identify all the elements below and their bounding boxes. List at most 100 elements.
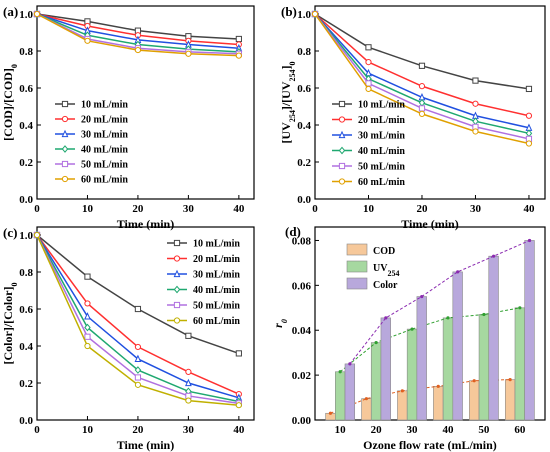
y-tick-label: 0.4 xyxy=(19,120,33,132)
panel-b: 0 10 20 30 40 0.0 0.2 0.4 0.6 0.8 1.0 Time (min) [UV… xyxy=(279,4,545,231)
data-point xyxy=(85,38,90,43)
bar xyxy=(371,343,381,420)
data-point xyxy=(135,344,140,349)
x-tick-label: 40 xyxy=(523,203,535,215)
bar xyxy=(433,386,443,420)
x-tick-label: 30 xyxy=(470,203,482,215)
data-point xyxy=(85,334,90,339)
y-tick-label: 1.0 xyxy=(19,230,33,242)
series-line xyxy=(315,14,529,89)
data-point xyxy=(384,316,387,319)
bar xyxy=(453,272,463,420)
bar xyxy=(443,318,453,420)
data-point xyxy=(85,343,90,348)
x-tick-label: 20 xyxy=(416,203,428,215)
data-point xyxy=(365,397,368,400)
legend-label: 60 mL/min xyxy=(358,177,405,188)
y-tick-label: 0.04 xyxy=(292,325,312,337)
bar xyxy=(469,381,479,420)
x-tick-label: 10 xyxy=(82,203,94,215)
legend-label: 10 mL/min xyxy=(193,239,240,250)
x-tick-label: 10 xyxy=(363,203,375,215)
data-point xyxy=(339,163,344,168)
data-point xyxy=(518,306,521,309)
data-point xyxy=(473,118,478,124)
data-point xyxy=(339,370,342,373)
bar xyxy=(335,372,345,420)
legend-swatch xyxy=(347,261,367,272)
legend-label: 40 mL/min xyxy=(193,285,240,296)
bar xyxy=(381,318,391,420)
data-point xyxy=(62,146,67,152)
data-point xyxy=(473,101,478,106)
data-point xyxy=(492,255,495,258)
data-point xyxy=(456,270,459,273)
x-tick-label: 60 xyxy=(514,424,526,436)
y-tick-label: 0.0 xyxy=(19,194,33,206)
data-point xyxy=(419,100,424,106)
y-tick-label: 0.06 xyxy=(292,280,312,292)
data-point xyxy=(186,333,191,338)
legend-label: UV254 xyxy=(373,263,399,278)
data-point xyxy=(366,45,371,50)
data-point xyxy=(482,313,485,316)
data-point xyxy=(473,129,478,134)
panel-label: (a) xyxy=(3,4,18,19)
bar xyxy=(417,297,427,420)
y-tick-label: 0.8 xyxy=(297,46,311,58)
legend-label: 60 mL/min xyxy=(193,316,240,327)
data-point xyxy=(446,316,449,319)
panel-label: (b) xyxy=(281,4,297,19)
data-point xyxy=(366,60,371,65)
data-point xyxy=(236,351,241,356)
plot-frame xyxy=(37,6,254,199)
data-point xyxy=(236,36,241,41)
data-point xyxy=(186,369,191,374)
data-point xyxy=(62,101,67,106)
legend-label: 10 mL/min xyxy=(81,100,128,111)
x-tick-label: 0 xyxy=(34,203,40,215)
data-point xyxy=(135,47,140,52)
legend-label: 40 mL/min xyxy=(81,145,128,156)
data-point xyxy=(135,382,140,387)
y-tick-label: 1.0 xyxy=(19,9,33,21)
data-point xyxy=(85,274,90,279)
legend-label: 20 mL/min xyxy=(81,115,128,126)
x-axis-title: Ozone flow rate (mL/min) xyxy=(363,438,497,452)
data-point xyxy=(34,232,39,237)
bar xyxy=(407,329,417,420)
data-point xyxy=(62,131,67,137)
x-tick-label: 30 xyxy=(407,424,419,436)
bar xyxy=(489,256,499,420)
y-tick-label: 1.0 xyxy=(297,9,311,21)
data-point xyxy=(526,130,531,136)
x-tick-label: 10 xyxy=(335,424,347,436)
data-point xyxy=(174,302,179,307)
legend-label: 50 mL/min xyxy=(358,162,405,173)
data-point xyxy=(62,176,67,181)
x-tick-label: 0 xyxy=(312,203,318,215)
legend-swatch xyxy=(347,278,367,289)
data-point xyxy=(174,318,179,323)
y-tick-label: 0.2 xyxy=(19,378,33,390)
data-point xyxy=(339,101,344,106)
y-tick-label: 0.6 xyxy=(297,83,311,95)
legend-label: 30 mL/min xyxy=(358,131,405,142)
panel-label: (c) xyxy=(3,225,17,240)
data-point xyxy=(329,412,332,415)
y-tick-label: 0.2 xyxy=(297,157,311,169)
data-point xyxy=(135,306,140,311)
bar xyxy=(479,315,489,420)
data-point xyxy=(419,84,424,89)
y-tick-label: 0.6 xyxy=(19,83,33,95)
legend-label: Color xyxy=(373,280,398,291)
x-tick-label: 50 xyxy=(478,424,490,436)
data-point xyxy=(339,132,344,138)
data-point xyxy=(419,106,424,111)
data-point xyxy=(419,111,424,116)
data-point xyxy=(419,63,424,68)
x-tick-label: 10 xyxy=(82,424,94,436)
x-tick-label: 20 xyxy=(132,424,144,436)
legend-label: 40 mL/min xyxy=(358,146,405,157)
